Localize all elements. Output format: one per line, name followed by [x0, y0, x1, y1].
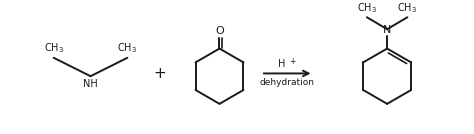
Text: +: + [289, 57, 295, 66]
Text: N: N [383, 25, 392, 35]
Text: dehydration: dehydration [260, 78, 315, 87]
Text: O: O [215, 26, 224, 36]
Text: CH$_3$: CH$_3$ [118, 41, 137, 55]
Text: CH$_3$: CH$_3$ [357, 2, 377, 15]
Text: CH$_3$: CH$_3$ [44, 41, 64, 55]
Text: CH$_3$: CH$_3$ [397, 2, 418, 15]
Text: H: H [278, 59, 285, 69]
Text: +: + [153, 66, 166, 81]
Text: NH: NH [83, 79, 98, 89]
